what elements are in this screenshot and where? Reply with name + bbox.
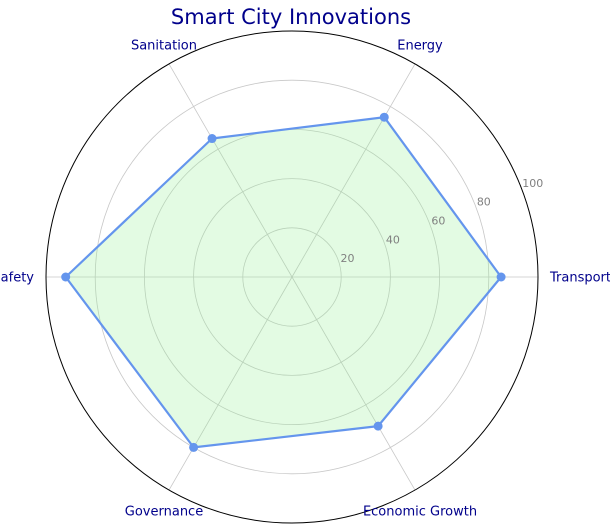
radial-tick-label: 20 <box>340 252 354 265</box>
category-label: Economic Growth <box>363 505 477 520</box>
radial-tick-labels: 20 40 60 80 100 <box>340 177 543 265</box>
category-label: Safety <box>0 271 34 286</box>
category-labels: Transportation Energy Sanitation Safety Gove… <box>0 38 610 519</box>
radial-tick-label: 60 <box>431 215 445 228</box>
category-label: Governance <box>125 505 203 520</box>
category-label: Sanitation <box>131 38 197 53</box>
data-points <box>61 112 506 452</box>
chart-title: Smart City Innovations <box>171 5 411 29</box>
radial-tick-label: 80 <box>477 196 491 209</box>
data-point <box>373 421 383 431</box>
category-label: Transportation <box>549 271 610 286</box>
data-point <box>379 112 389 122</box>
category-label: Energy <box>397 38 443 53</box>
spoke-line <box>168 63 293 278</box>
data-point <box>189 442 199 452</box>
outer-frame <box>45 30 539 524</box>
radial-tick-label: 40 <box>386 233 400 246</box>
spoke-line <box>291 276 416 491</box>
data-point <box>61 272 71 282</box>
series-area <box>65 117 502 448</box>
data-point <box>207 134 217 144</box>
radial-tick-label: 100 <box>522 177 543 190</box>
data-point <box>496 272 506 282</box>
spoke-line <box>168 276 293 491</box>
series-fill <box>65 117 502 448</box>
spoke-line <box>291 63 416 278</box>
